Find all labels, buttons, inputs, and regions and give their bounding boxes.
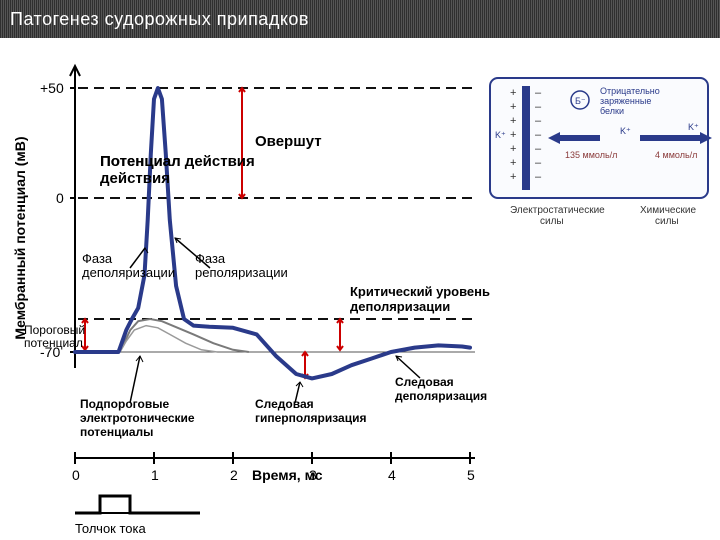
- ann-ap-1: Потенциал: [100, 153, 181, 170]
- ann-depol-2: деполяризации: [82, 265, 175, 280]
- inset-k-mid: K⁺: [620, 126, 631, 136]
- x-tick-0: 0: [72, 467, 80, 483]
- x-tick-2: 2: [230, 467, 238, 483]
- x-tick-1: 1: [151, 467, 159, 483]
- inset-elec-2: силы: [540, 216, 564, 227]
- ann-afterdep-2: деполяризация: [395, 389, 487, 403]
- ann-hyper-1: Следовая: [255, 397, 314, 411]
- ann-overshoot: Овершут: [255, 133, 322, 150]
- svg-text:–: –: [535, 87, 542, 99]
- inset-conc-in: 135 ммоль/л: [565, 150, 617, 160]
- ann-sub-3: потенциалы: [80, 425, 153, 439]
- svg-text:–: –: [535, 171, 542, 183]
- inset-protein-symbol: Б⁻: [575, 96, 586, 106]
- svg-text:+: +: [510, 115, 516, 127]
- y-axis-label: Мембранный потенциал (мB): [12, 136, 28, 339]
- x-axis-label: Время, мс: [252, 467, 323, 483]
- ann-repol-1: Фаза: [195, 251, 226, 266]
- svg-text:–: –: [535, 129, 542, 141]
- ann-afterdep-1: Следовая: [395, 375, 454, 389]
- ann-depol-1: Фаза: [82, 251, 113, 266]
- inset-proteins-1: Отрицательно: [600, 86, 660, 96]
- inset-k-left: K⁺: [495, 130, 506, 140]
- x-tick-4: 4: [388, 467, 396, 483]
- diagram-stage: +50 0 -70 Мембранный потенциал (мB): [0, 38, 720, 540]
- diagram-svg: +50 0 -70 Мембранный потенциал (мB): [0, 38, 720, 540]
- svg-text:–: –: [535, 115, 542, 127]
- inset-elec-1: Электростатические: [510, 205, 605, 216]
- svg-text:+: +: [510, 157, 516, 169]
- ann-hyper-2: гиперполяризация: [255, 411, 366, 425]
- svg-text:–: –: [535, 101, 542, 113]
- inset-chem-2: силы: [655, 216, 679, 227]
- ann-crit-2: деполяризации: [350, 299, 450, 314]
- stimulus-pulse: [75, 496, 200, 513]
- x-tick-5: 5: [467, 467, 475, 483]
- action-potential-curve: [75, 88, 470, 378]
- stimulus-label: Толчок тока: [75, 521, 146, 536]
- inset-conc-out: 4 ммоль/л: [655, 150, 697, 160]
- svg-text:+: +: [510, 171, 516, 183]
- ann-thresh-1: Пороговый: [24, 323, 85, 337]
- ann-crit-1: Критический уровень: [350, 284, 490, 299]
- inset-diagram: +– +– +– +– +– +– +– K⁺ Б⁻ Отрицательно …: [490, 78, 712, 227]
- svg-text:+: +: [510, 143, 516, 155]
- inset-k-right: K⁺: [688, 122, 699, 132]
- svg-text:–: –: [535, 143, 542, 155]
- inset-proteins-3: белки: [600, 106, 624, 116]
- inset-chem-1: Химические: [640, 205, 696, 216]
- inset-proteins-2: заряженные: [600, 96, 651, 106]
- svg-text:+: +: [510, 129, 516, 141]
- ann-sub-1: Подпороговые: [80, 397, 169, 411]
- svg-text:+: +: [510, 101, 516, 113]
- inset-membrane: [522, 86, 530, 190]
- svg-text:–: –: [535, 157, 542, 169]
- ann-ap-2: действия: [100, 170, 170, 187]
- subthreshold-curve-1: [119, 319, 249, 352]
- ann-thresh-2: потенциал: [24, 336, 83, 350]
- svg-text:+: +: [510, 87, 516, 99]
- ann-repol-2: реполяризации: [195, 265, 288, 280]
- slide-title: Патогенез судорожных припадков: [10, 9, 309, 30]
- y-tick-0: 0: [56, 190, 64, 206]
- y-tick-50: +50: [40, 80, 64, 96]
- ann-sub-2: электротонические: [80, 411, 195, 425]
- slide-title-bar: Патогенез судорожных припадков: [0, 0, 720, 38]
